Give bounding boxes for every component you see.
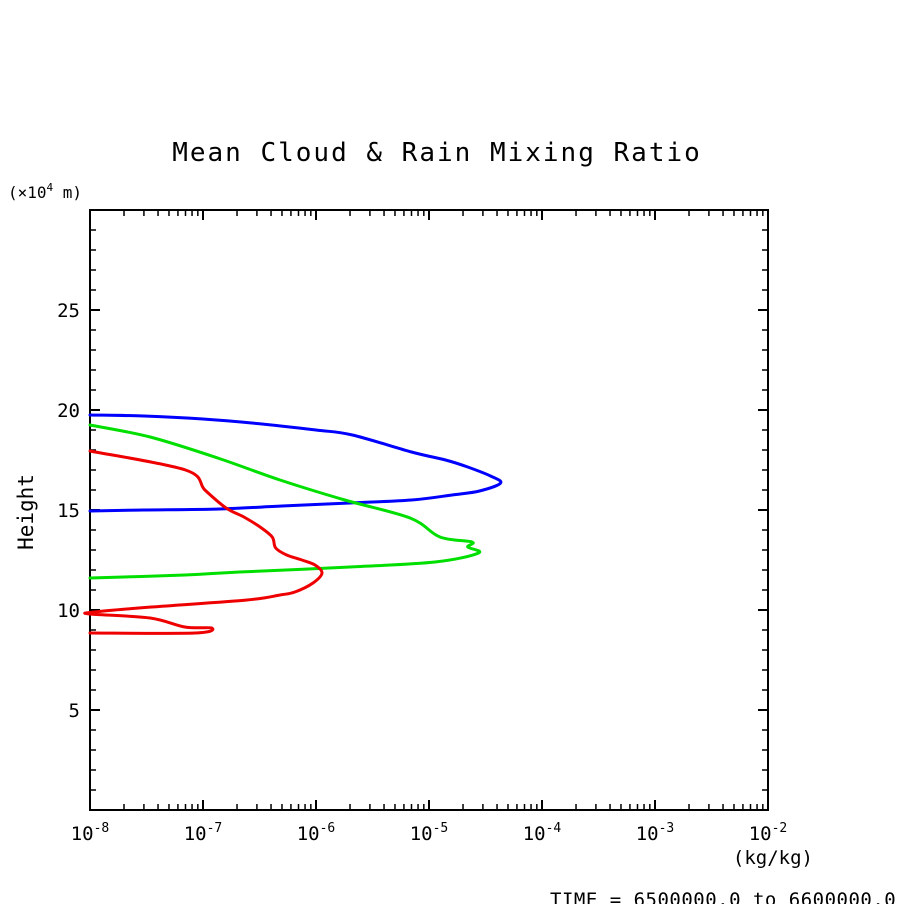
x-axis-tick-labels: 10-8 10-7 10-6 10-5 10-4 10-3 10-2 [71,821,788,845]
y-tick-label: 25 [57,300,80,322]
x-tick-label: 10-6 [297,821,336,845]
y-tick-label: 5 [69,700,80,722]
x-tick-base: 10 [523,823,546,845]
time-range-label: TIME = 6500000.0 to 6600000.0 [550,889,896,904]
y-tick-label: 20 [57,400,80,422]
minor-ticks [90,210,768,810]
x-tick-base: 10 [410,823,433,845]
x-tick-exponent: -4 [546,821,562,836]
x-tick-label: 10-4 [523,821,562,845]
y-unit-exponent: 4 [47,181,54,194]
y-unit-suffix: m) [53,183,82,202]
y-axis-title: Height [14,474,38,550]
curve-red [83,449,324,635]
data-curves [83,413,503,635]
y-tick-label: 15 [57,500,80,522]
x-tick-exponent: -5 [433,821,449,836]
x-tick-base: 10 [636,823,659,845]
x-tick-base: 10 [297,823,320,845]
x-tick-base: 10 [749,823,772,845]
x-tick-exponent: -6 [320,821,336,836]
y-unit-prefix: (×10 [8,183,47,202]
y-axis-tick-labels: 5 10 15 20 25 [57,300,80,722]
x-tick-label: 10-8 [71,821,110,845]
x-axis-unit-label: (kg/kg) [733,847,813,869]
x-tick-exponent: -2 [772,821,788,836]
y-tick-label: 10 [57,600,80,622]
x-tick-label: 10-2 [749,821,788,845]
y-axis-unit-label: (×104 m) [8,181,82,202]
chart-title: Mean Cloud & Rain Mixing Ratio [172,138,702,168]
curve-blue [88,413,503,513]
x-tick-label: 10-7 [184,821,223,845]
curve-green [88,423,482,580]
x-tick-label: 10-3 [636,821,675,845]
x-tick-exponent: -3 [659,821,675,836]
x-tick-base: 10 [71,823,94,845]
x-tick-exponent: -8 [94,821,110,836]
x-tick-exponent: -7 [207,821,223,836]
x-tick-label: 10-5 [410,821,449,845]
x-tick-base: 10 [184,823,207,845]
